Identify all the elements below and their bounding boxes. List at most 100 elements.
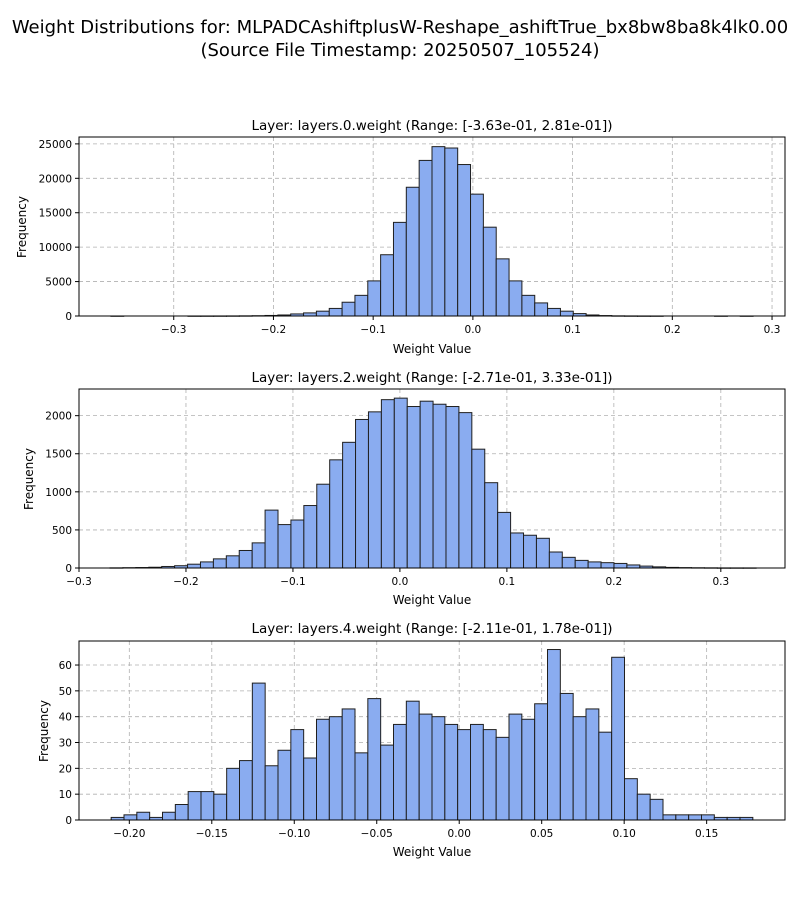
histogram-bar: [561, 556, 576, 569]
histogram-bar: [547, 307, 561, 317]
axis-ticks: −0.3 −0.2 −0.1 0.0 0.1 0.2 0.3 0 5000 10000 15000 2…: [39, 139, 781, 336]
histogram-bar: [419, 400, 434, 569]
figure-title-line2: (Source File Timestamp: 20250507_105524): [200, 40, 599, 61]
histogram-bar: [497, 511, 512, 569]
histogram-bar: [444, 147, 459, 317]
histogram-bar: [405, 186, 420, 317]
histogram-bar: [431, 716, 446, 821]
histogram-bar: [444, 723, 459, 821]
histogram-bar: [251, 682, 266, 821]
histogram-bar: [316, 483, 331, 569]
histogram-bar: [495, 736, 510, 821]
histogram-bar: [367, 280, 382, 317]
y-tick-label: 10000: [39, 242, 72, 254]
histogram-bar: [199, 561, 214, 569]
y-tick-label: 0: [65, 815, 72, 827]
histogram-bar: [585, 708, 600, 821]
y-tick-label: 50: [59, 686, 72, 698]
histogram-bar: [342, 441, 357, 569]
histogram-bar: [329, 459, 344, 569]
histogram-bar: [290, 519, 305, 569]
histogram-panel-layer0: Layer: layers.0.weight (Range: [-3.63e-0…: [15, 118, 786, 356]
x-tick-label: 0.2: [605, 576, 622, 588]
histogram-panel-layer2: Layer: layers.2.weight (Range: [-2.71e-0…: [22, 370, 786, 607]
histogram-bar: [213, 793, 228, 821]
histogram-bar: [187, 791, 202, 821]
x-tick-label: 0.05: [530, 828, 553, 840]
histogram-bar: [226, 767, 240, 821]
histogram-bar: [624, 778, 638, 821]
histogram-bar: [393, 397, 408, 569]
histogram-bar: [431, 146, 446, 317]
histogram-bar: [508, 280, 523, 317]
x-tick-label: 0.0: [465, 324, 482, 336]
histogram-bar: [574, 559, 589, 569]
histogram-bar: [303, 757, 317, 821]
y-tick-label: 2000: [45, 411, 72, 423]
histogram-bar: [611, 656, 626, 821]
histogram-bar: [534, 703, 549, 821]
x-tick-label: −0.1: [280, 576, 306, 588]
x-tick-label: 0.1: [564, 324, 581, 336]
histogram-bar: [328, 716, 343, 821]
histogram-bar: [341, 708, 356, 821]
histogram-bar: [315, 718, 330, 821]
y-axis-label: Frequency: [37, 700, 51, 762]
x-tick-label: 0.15: [695, 828, 718, 840]
histogram-bar: [123, 814, 138, 821]
histogram-bar: [238, 549, 253, 569]
y-tick-label: 1000: [45, 487, 72, 499]
histogram-bars: [110, 649, 754, 821]
histogram-bar: [523, 534, 537, 569]
histogram-bar: [303, 505, 318, 569]
figure-title-line1: Weight Distributions for: MLPADCAshiftpl…: [12, 17, 788, 38]
histogram-bar: [405, 700, 420, 821]
histogram-bar: [508, 713, 523, 821]
histogram-bar: [392, 221, 407, 317]
y-tick-label: 500: [52, 525, 72, 537]
x-tick-label: −0.1: [360, 324, 386, 336]
y-tick-label: 20000: [39, 173, 72, 185]
histogram-bar: [471, 448, 486, 569]
histogram-bar: [187, 563, 201, 569]
x-tick-label: 0.00: [448, 828, 471, 840]
x-tick-label: 0.3: [764, 324, 781, 336]
histogram-bar: [598, 731, 613, 821]
histogram-bar: [457, 729, 472, 821]
x-tick-label: −0.15: [196, 828, 228, 840]
y-tick-label: 15000: [39, 208, 72, 220]
histogram-bar: [277, 749, 292, 821]
x-tick-label: 0.3: [712, 576, 729, 588]
x-tick-label: 0.10: [612, 828, 635, 840]
x-tick-label: −0.3: [66, 576, 92, 588]
axis-ticks: −0.20 −0.15 −0.10 −0.05 0.00 0.05 0.10 0.15 0 10 2…: [59, 660, 719, 840]
histogram-bar: [264, 765, 279, 821]
histogram-bar: [380, 254, 394, 317]
histogram-bar: [367, 698, 382, 821]
histogram-bar: [484, 482, 499, 569]
histogram-bar: [600, 562, 615, 569]
histogram-bar: [675, 814, 690, 821]
histogram-bar: [392, 723, 407, 821]
y-tick-label: 30: [59, 738, 72, 750]
histogram-bar: [238, 760, 253, 821]
axes-frame: [78, 136, 786, 317]
histogram-bar: [136, 811, 151, 821]
histogram-bar: [355, 418, 369, 569]
histogram-bar: [547, 649, 561, 821]
histogram-bar: [535, 537, 550, 569]
histogram-bar: [174, 804, 189, 821]
histogram-bar: [445, 406, 460, 569]
histogram-bar: [510, 532, 525, 569]
histogram-bar: [482, 729, 497, 821]
y-tick-label: 1500: [45, 449, 72, 461]
histogram-bar: [587, 561, 602, 569]
histogram-bar: [328, 307, 343, 317]
histogram-bar: [200, 791, 215, 821]
histogram-bar: [559, 692, 574, 821]
histogram-bar: [559, 310, 574, 317]
histogram-bar: [636, 793, 651, 821]
y-axis-label: Frequency: [22, 448, 36, 510]
y-tick-label: 60: [59, 660, 72, 672]
histogram-bar: [418, 159, 433, 317]
